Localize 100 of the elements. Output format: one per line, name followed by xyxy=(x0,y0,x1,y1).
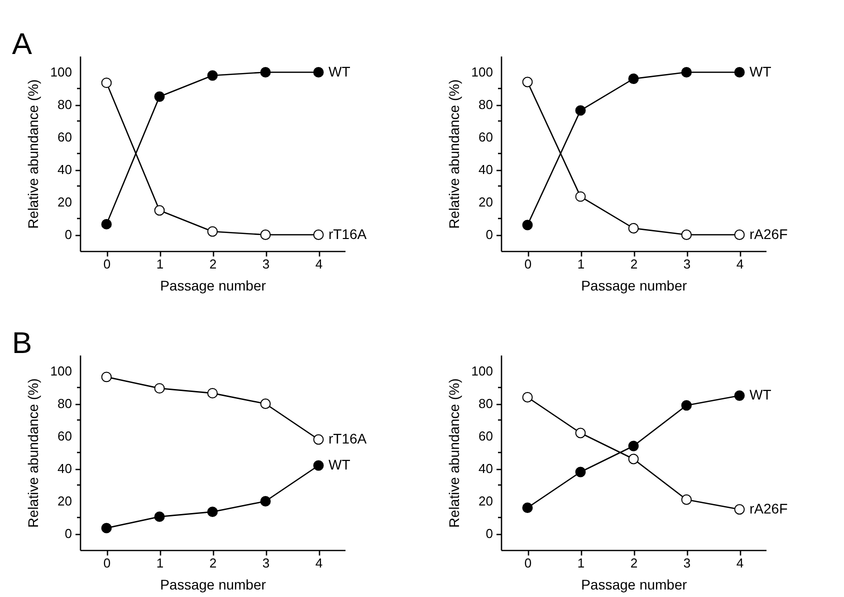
point xyxy=(154,511,165,522)
point xyxy=(101,218,112,230)
y-axis-title: Relative abundance (%) xyxy=(24,79,41,229)
y-tick-label: 40 xyxy=(58,162,72,177)
point xyxy=(101,372,112,382)
point xyxy=(154,91,165,102)
y-tick-label: 0 xyxy=(64,526,72,541)
y-tick-label: 40 xyxy=(478,460,493,476)
x-axis-title: Passage number xyxy=(160,278,266,294)
point xyxy=(207,388,218,398)
y-tick-label: 60 xyxy=(478,428,493,444)
y-tick-label: 100 xyxy=(471,64,493,80)
point xyxy=(681,400,692,411)
point xyxy=(628,74,639,84)
point xyxy=(575,428,586,438)
point xyxy=(101,78,112,88)
y-tick-label: 100 xyxy=(50,363,72,378)
point xyxy=(101,522,112,534)
x-tick-label: 4 xyxy=(315,256,323,272)
x-axis-title: Passage number xyxy=(581,576,688,592)
point xyxy=(260,398,271,409)
point xyxy=(575,191,586,202)
point xyxy=(522,220,533,230)
point xyxy=(628,440,639,452)
series-label: WT xyxy=(750,386,772,403)
y-tick-label: 0 xyxy=(486,526,493,541)
point xyxy=(681,230,692,240)
y-tick-label: 60 xyxy=(58,428,72,444)
series-label: WT xyxy=(750,63,772,80)
y-tick-label: 60 xyxy=(478,129,493,144)
y-tick-label: 80 xyxy=(58,396,72,411)
y-tick-label: 40 xyxy=(478,162,493,177)
point xyxy=(681,494,692,505)
point xyxy=(575,105,586,116)
y-axis-title: Relative abundance (%) xyxy=(24,378,41,528)
x-tick-label: 0 xyxy=(103,256,111,272)
y-tick-label: 60 xyxy=(58,129,72,144)
point xyxy=(522,392,533,402)
point xyxy=(681,67,692,78)
x-tick-label: 3 xyxy=(262,256,270,272)
series-label: WT xyxy=(328,63,351,80)
point xyxy=(260,230,271,240)
series-label: rT16A xyxy=(328,430,368,446)
x-tick-label: 2 xyxy=(630,256,638,272)
x-tick-label: 4 xyxy=(315,556,323,570)
point xyxy=(313,460,324,471)
x-axis-title: Passage number xyxy=(160,576,266,592)
point xyxy=(313,67,324,78)
y-tick-label: 20 xyxy=(478,493,493,508)
point xyxy=(628,454,639,464)
x-tick-label: 3 xyxy=(683,256,691,272)
series-label: rT16A xyxy=(328,226,368,242)
y-axis-title: Relative abundance (%) xyxy=(446,79,462,229)
x-tick-label: 1 xyxy=(577,256,585,272)
y-tick-label: 80 xyxy=(478,96,493,112)
point xyxy=(628,223,639,234)
x-axis-title: Passage number xyxy=(581,278,688,294)
point xyxy=(734,504,745,515)
point xyxy=(154,205,165,216)
x-tick-label: 4 xyxy=(736,256,744,272)
point xyxy=(260,496,271,506)
x-tick-label: 1 xyxy=(156,556,164,570)
x-tick-label: 0 xyxy=(524,256,532,272)
point xyxy=(734,67,745,78)
y-tick-label: 80 xyxy=(58,96,72,112)
x-tick-label: 1 xyxy=(156,256,164,272)
x-tick-label: 2 xyxy=(209,556,217,570)
point xyxy=(313,434,324,445)
point xyxy=(260,67,271,78)
point xyxy=(207,70,218,81)
text: A xyxy=(12,28,32,61)
series-label: rA26F xyxy=(750,500,788,516)
series-label: rA26F xyxy=(750,226,788,242)
series-label: WT xyxy=(328,456,351,472)
text: B xyxy=(12,327,32,360)
point xyxy=(734,390,745,401)
x-tick-label: 3 xyxy=(262,556,270,570)
x-tick-label: 0 xyxy=(524,556,532,570)
y-tick-label: 0 xyxy=(486,226,493,242)
y-tick-label: 20 xyxy=(58,194,72,210)
y-tick-label: 100 xyxy=(471,363,493,378)
point xyxy=(734,230,745,240)
x-tick-label: 3 xyxy=(683,556,691,570)
point xyxy=(207,506,218,518)
point xyxy=(575,466,586,478)
x-tick-label: 2 xyxy=(209,256,217,272)
y-tick-label: 20 xyxy=(478,194,493,210)
y-tick-label: 100 xyxy=(50,64,72,80)
x-tick-label: 4 xyxy=(736,556,744,570)
y-tick-label: 0 xyxy=(64,226,72,242)
y-tick-label: 40 xyxy=(58,460,72,476)
point xyxy=(522,502,533,513)
point xyxy=(313,230,324,240)
y-tick-label: 20 xyxy=(58,493,72,508)
x-tick-label: 2 xyxy=(630,556,638,570)
y-axis-title: Relative abundance (%) xyxy=(446,378,462,528)
point xyxy=(207,226,218,237)
point xyxy=(522,76,533,88)
y-tick-label: 80 xyxy=(478,396,493,411)
x-tick-label: 1 xyxy=(577,556,585,570)
